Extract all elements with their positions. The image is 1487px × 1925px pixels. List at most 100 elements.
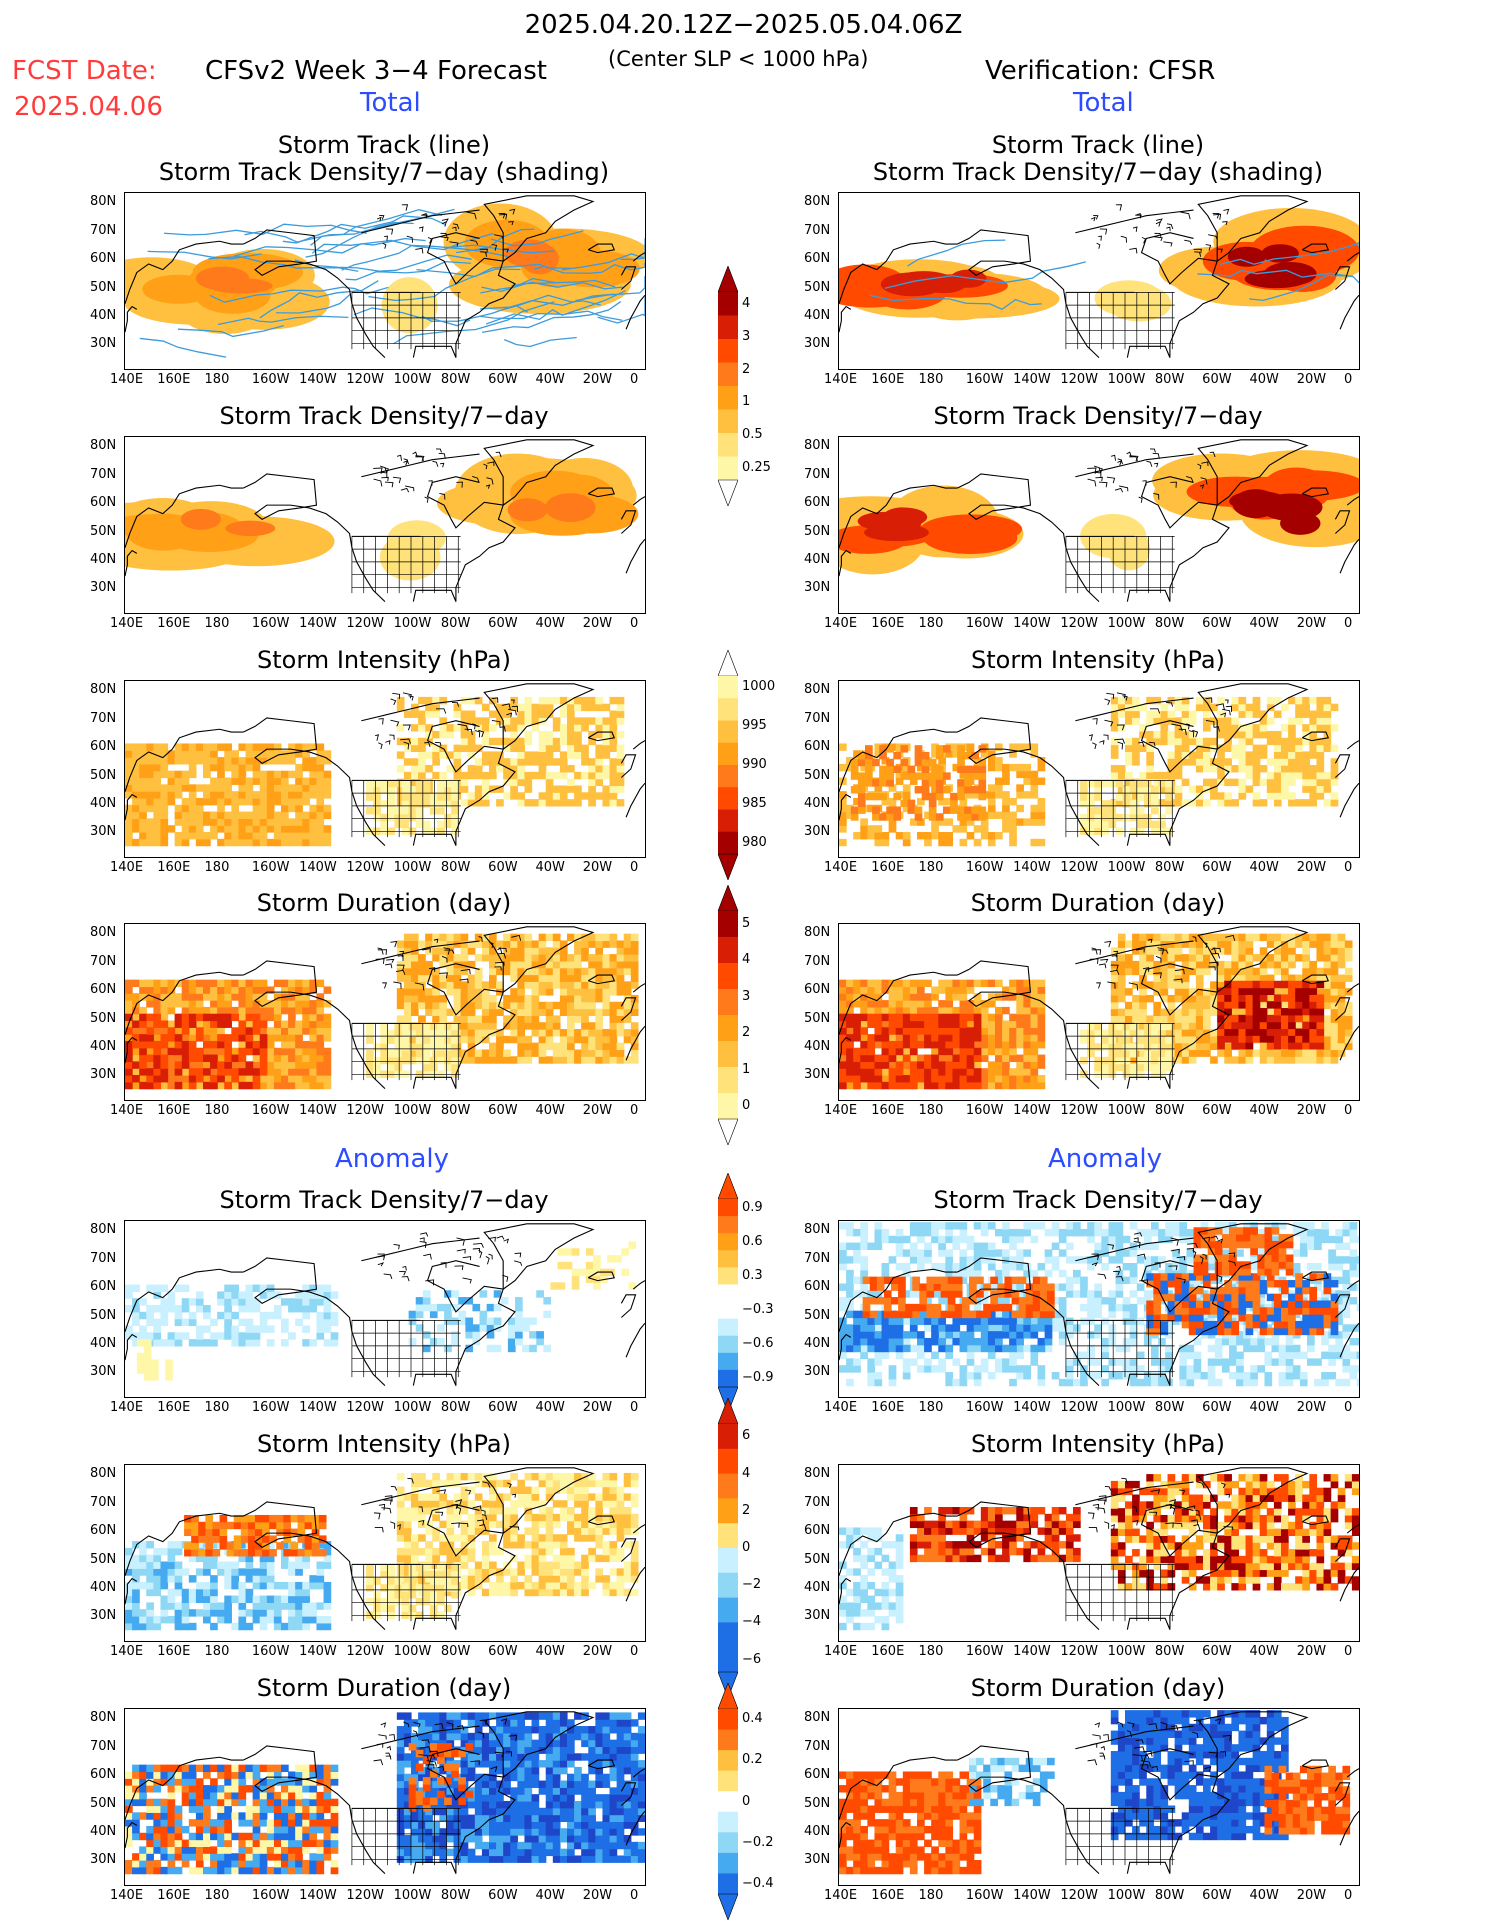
colorbar-label-total-duration: 5: [742, 916, 751, 931]
map-panel-intensity-forecast: [124, 680, 646, 858]
panel-title-a-intensity-cfsr: Storm Intensity (hPa): [971, 1430, 1225, 1458]
lon-tick-label: 160W: [251, 1400, 290, 1415]
lon-tick-label: 140W: [1013, 860, 1051, 875]
lat-tick-label: 80N: [90, 194, 117, 210]
lon-tick-label: 180: [204, 1644, 230, 1659]
total-label-right: Total: [1073, 88, 1134, 118]
lat-tick-label: 50N: [804, 523, 831, 539]
lon-tick-label: 80W: [440, 1888, 471, 1903]
lon-tick-label: 0: [630, 1644, 639, 1659]
lat-tick-label: 50N: [804, 1551, 831, 1567]
lat-tick-label: 30N: [90, 1067, 117, 1083]
lon-tick-label: 120W: [346, 616, 385, 631]
lon-tick-label: 60W: [488, 1888, 518, 1903]
panel-title-density-cfsr: Storm Track Density/7−day: [933, 402, 1263, 430]
lon-tick-label: 40W: [535, 1400, 565, 1415]
lon-tick-label: 0: [1344, 1103, 1353, 1118]
lon-tick-label: 160E: [157, 1400, 191, 1415]
lon-tick-label: 120W: [1060, 1400, 1099, 1415]
lat-tick-label: 70N: [90, 1250, 117, 1266]
lon-tick-label: 140E: [824, 372, 858, 387]
lat-tick-label: 70N: [90, 710, 117, 726]
lon-tick-label: 60W: [1202, 860, 1232, 875]
colorbar-total-duration: [717, 884, 739, 1146]
lon-tick-label: 0: [630, 1400, 639, 1415]
lon-tick-label: 160E: [157, 372, 191, 387]
lon-tick-label: 160W: [251, 1888, 290, 1903]
lon-tick-label: 160E: [157, 860, 191, 875]
lat-tick-label: 50N: [90, 1307, 117, 1323]
forecast-title: CFSv2 Week 3−4 Forecast: [205, 56, 547, 86]
lon-tick-label: 180: [918, 616, 944, 631]
lon-tick-label: 40W: [1249, 1103, 1279, 1118]
lon-tick-label: 80W: [440, 1103, 471, 1118]
lat-tick-label: 30N: [90, 1608, 117, 1624]
colorbar-label-total-intensity: 985: [742, 795, 767, 811]
colorbar-label-anom-duration: −0.2: [742, 1834, 774, 1850]
lat-tick-label: 30N: [90, 580, 117, 596]
lon-tick-label: 180: [204, 860, 230, 875]
colorbar-label-anom-intensity: −6: [742, 1651, 762, 1667]
colorbar-label-total-density: 1: [742, 394, 751, 410]
lat-tick-label: 50N: [804, 767, 831, 783]
fcst-label: FCST Date:: [12, 56, 157, 86]
lat-tick-label: 80N: [90, 438, 117, 454]
panel-title-a-duration-cfsr: Storm Duration (day): [970, 1674, 1226, 1702]
lon-tick-label: 60W: [488, 1103, 518, 1118]
colorbar-total-intensity: [717, 649, 739, 881]
lon-tick-label: 60W: [488, 372, 518, 387]
lat-tick-label: 70N: [90, 1494, 117, 1510]
lon-tick-label: 140W: [1013, 616, 1051, 631]
lon-tick-label: 140W: [1013, 1888, 1051, 1903]
lon-tick-label: 160W: [965, 372, 1004, 387]
lon-tick-label: 120W: [1060, 372, 1099, 387]
lon-tick-label: 140E: [110, 1400, 144, 1415]
lon-tick-label: 100W: [393, 616, 432, 631]
colorbar-label-total-duration: 4: [742, 952, 751, 968]
lon-tick-label: 180: [918, 372, 944, 387]
lon-tick-label: 0: [630, 860, 639, 875]
lon-tick-label: 80W: [440, 1400, 471, 1415]
lon-tick-label: 140E: [110, 1103, 144, 1118]
lon-tick-label: 160E: [871, 1644, 905, 1659]
lon-tick-label: 0: [1344, 1888, 1353, 1903]
lon-tick-label: 0: [630, 372, 639, 387]
lat-tick-label: 50N: [804, 1795, 831, 1811]
lat-tick-label: 40N: [804, 795, 831, 811]
lon-tick-label: 60W: [488, 1644, 518, 1659]
lon-tick-label: 140W: [1013, 1644, 1051, 1659]
lon-tick-label: 20W: [1296, 1103, 1327, 1118]
colorbar-label-anom-density: 0.6: [742, 1233, 763, 1249]
lon-tick-label: 180: [204, 1400, 230, 1415]
anomaly-label-left: Anomaly: [335, 1144, 450, 1174]
date-range: 2025.04.20.12Z−2025.05.04.06Z: [524, 10, 963, 40]
lat-tick-label: 70N: [804, 222, 831, 238]
lat-tick-label: 80N: [804, 925, 831, 941]
lon-tick-label: 40W: [535, 1644, 565, 1659]
lon-tick-label: 100W: [1107, 860, 1146, 875]
colorbar-label-total-intensity: 990: [742, 757, 767, 772]
map-panel-density-forecast: [124, 436, 646, 614]
lon-tick-label: 40W: [535, 1888, 565, 1903]
lat-tick-label: 40N: [90, 795, 117, 811]
lon-tick-label: 80W: [1154, 1888, 1185, 1903]
lon-tick-label: 120W: [346, 1400, 385, 1415]
lon-tick-label: 140W: [299, 1644, 337, 1659]
lon-tick-label: 180: [204, 1103, 230, 1118]
lon-tick-label: 100W: [393, 1400, 432, 1415]
lon-tick-label: 20W: [582, 1644, 613, 1659]
lon-tick-label: 0: [630, 616, 639, 631]
lon-tick-label: 60W: [1202, 616, 1232, 631]
lon-tick-label: 80W: [1154, 1400, 1185, 1415]
lon-tick-label: 60W: [1202, 1103, 1232, 1118]
lon-tick-label: 160W: [251, 1103, 290, 1118]
lat-tick-label: 80N: [90, 1710, 117, 1726]
lat-tick-label: 60N: [90, 1767, 117, 1783]
lat-tick-label: 80N: [804, 194, 831, 210]
lon-tick-label: 60W: [488, 1400, 518, 1415]
map-panel-a-intensity-forecast: [124, 1464, 646, 1642]
lon-tick-label: 140E: [824, 860, 858, 875]
lat-tick-label: 80N: [804, 1466, 831, 1482]
lon-tick-label: 20W: [1296, 860, 1327, 875]
lon-tick-label: 0: [1344, 1400, 1353, 1415]
